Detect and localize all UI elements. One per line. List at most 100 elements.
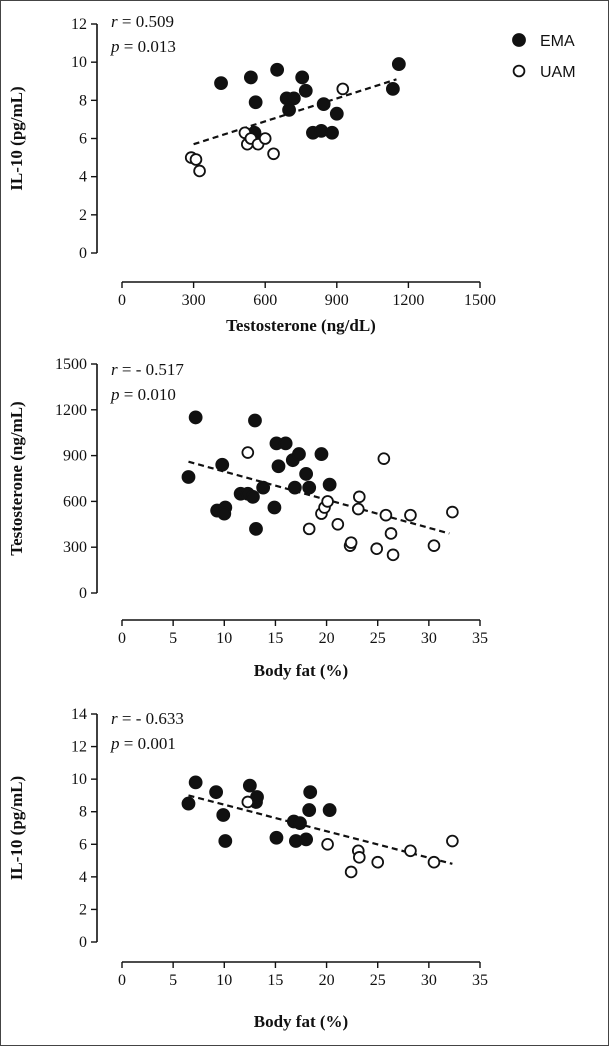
point-ema: [292, 447, 306, 461]
point-uam: [446, 505, 459, 519]
point-ema: [217, 506, 232, 521]
point-ema: [243, 70, 258, 85]
point-ema: [298, 83, 313, 98]
point-ema: [215, 457, 230, 472]
stat-r-value: = - 0.517: [118, 360, 185, 379]
x-tick-label: 1200: [392, 292, 424, 309]
x-tick-label: 10: [216, 972, 232, 989]
point-ema: [287, 480, 302, 495]
point-ema: [295, 70, 310, 85]
x-tick-label: 35: [472, 630, 488, 647]
point-ema: [256, 480, 271, 495]
y-tick-label: 10: [71, 54, 87, 71]
y-tick-label: 4: [79, 869, 87, 886]
stat-p: p = 0.001: [110, 734, 176, 753]
point-uam: [331, 517, 345, 531]
stat-r-symbol: r: [111, 12, 118, 31]
x-tick-label: 0: [118, 972, 126, 989]
y-tick-label: 8: [79, 804, 87, 821]
point-ema: [270, 62, 285, 77]
point-ema: [209, 785, 224, 800]
point-ema: [286, 91, 301, 106]
legend-marker-ema: [512, 33, 526, 47]
y-tick-label: 1200: [55, 402, 87, 419]
point-ema: [248, 95, 263, 110]
point-ema: [246, 489, 260, 504]
y-tick-label: 900: [63, 448, 87, 465]
point-ema: [385, 81, 400, 96]
y-tick-label: 0: [79, 245, 87, 262]
stat-p: p = 0.010: [110, 385, 176, 404]
y-axis-label: IL-10 (pg/mL): [7, 86, 26, 190]
point-uam: [189, 153, 203, 166]
trend-line: [188, 794, 453, 865]
stat-r: r = - 0.633: [111, 709, 184, 728]
y-tick-label: 1500: [55, 356, 87, 373]
y-tick-label: 4: [79, 169, 87, 186]
x-tick-label: 25: [370, 630, 386, 647]
x-tick-label: 10: [216, 630, 232, 647]
point-uam: [353, 490, 366, 504]
point-uam: [267, 147, 280, 161]
y-tick-label: 6: [79, 131, 87, 148]
y-tick-label: 10: [71, 771, 87, 788]
y-tick-label: 8: [79, 92, 87, 109]
stat-p-value: = 0.013: [120, 37, 176, 56]
point-uam: [427, 539, 441, 552]
point-ema: [216, 808, 231, 822]
legend-label-ema: EMA: [540, 33, 575, 50]
point-uam: [344, 865, 358, 879]
point-ema: [302, 480, 317, 495]
point-uam: [379, 508, 393, 522]
point-uam: [386, 548, 400, 562]
y-tick-label: 2: [79, 901, 87, 918]
x-tick-label: 1500: [464, 292, 496, 309]
point-ema: [242, 778, 257, 793]
x-axis-label: Body fat (%): [254, 661, 348, 680]
point-uam: [370, 542, 383, 556]
y-tick-label: 2: [79, 207, 87, 224]
x-axis-label: Body fat (%): [254, 1012, 348, 1031]
point-uam: [241, 446, 255, 459]
stat-p-symbol: p: [110, 385, 120, 404]
x-tick-label: 20: [319, 630, 335, 647]
stat-r: r = - 0.517: [111, 360, 184, 379]
panel-bottom-il10-vs-bodyfat: 0 2 4 6 8 10 12 14 0 5 10 15 20 25 30 35 Body fat (%) IL-…: [7, 706, 488, 1031]
point-ema: [314, 447, 329, 461]
point-ema: [299, 832, 314, 847]
x-tick-label: 0: [118, 292, 126, 309]
point-ema: [391, 57, 406, 71]
stat-r: r = 0.509: [111, 12, 174, 31]
point-ema: [249, 521, 263, 536]
point-uam: [321, 837, 334, 851]
point-uam: [302, 522, 316, 536]
point-ema: [214, 76, 228, 91]
x-axis-label: Testosterone (ng/dL): [226, 316, 376, 335]
stat-p-value: = 0.001: [120, 734, 176, 753]
point-uam: [258, 132, 272, 145]
y-tick-label: 0: [79, 934, 87, 951]
point-uam: [321, 495, 334, 508]
point-ema: [299, 467, 314, 481]
panel-middle-testosterone-vs-bodyfat: 0 300 600 900 1200 1500 0 5 10 15 20 25 30 35 Body fat…: [7, 356, 488, 680]
point-uam: [446, 834, 459, 848]
y-axis-label: Testosterone (ng/mL): [7, 401, 26, 555]
point-ema: [181, 470, 196, 484]
y-tick-label: 300: [63, 539, 87, 556]
point-uam: [241, 795, 255, 809]
x-tick-label: 600: [253, 292, 277, 309]
point-ema: [188, 775, 203, 790]
x-tick-label: 5: [169, 630, 177, 647]
point-ema: [188, 410, 203, 425]
panel-top-il10-vs-testosterone: 0 2 4 6 8 10 12 0 300 600 900 1200 1500 Testosterone …: [7, 12, 496, 335]
stat-p: p = 0.013: [110, 37, 176, 56]
x-tick-label: 25: [370, 972, 386, 989]
point-ema: [293, 816, 307, 831]
point-ema: [181, 796, 196, 811]
legend-label-uam: UAM: [540, 64, 576, 81]
stat-r-value: = - 0.633: [118, 709, 184, 728]
point-uam: [371, 855, 385, 869]
y-tick-label: 12: [71, 739, 87, 756]
point-uam: [384, 527, 398, 540]
stat-p-symbol: p: [110, 37, 120, 56]
